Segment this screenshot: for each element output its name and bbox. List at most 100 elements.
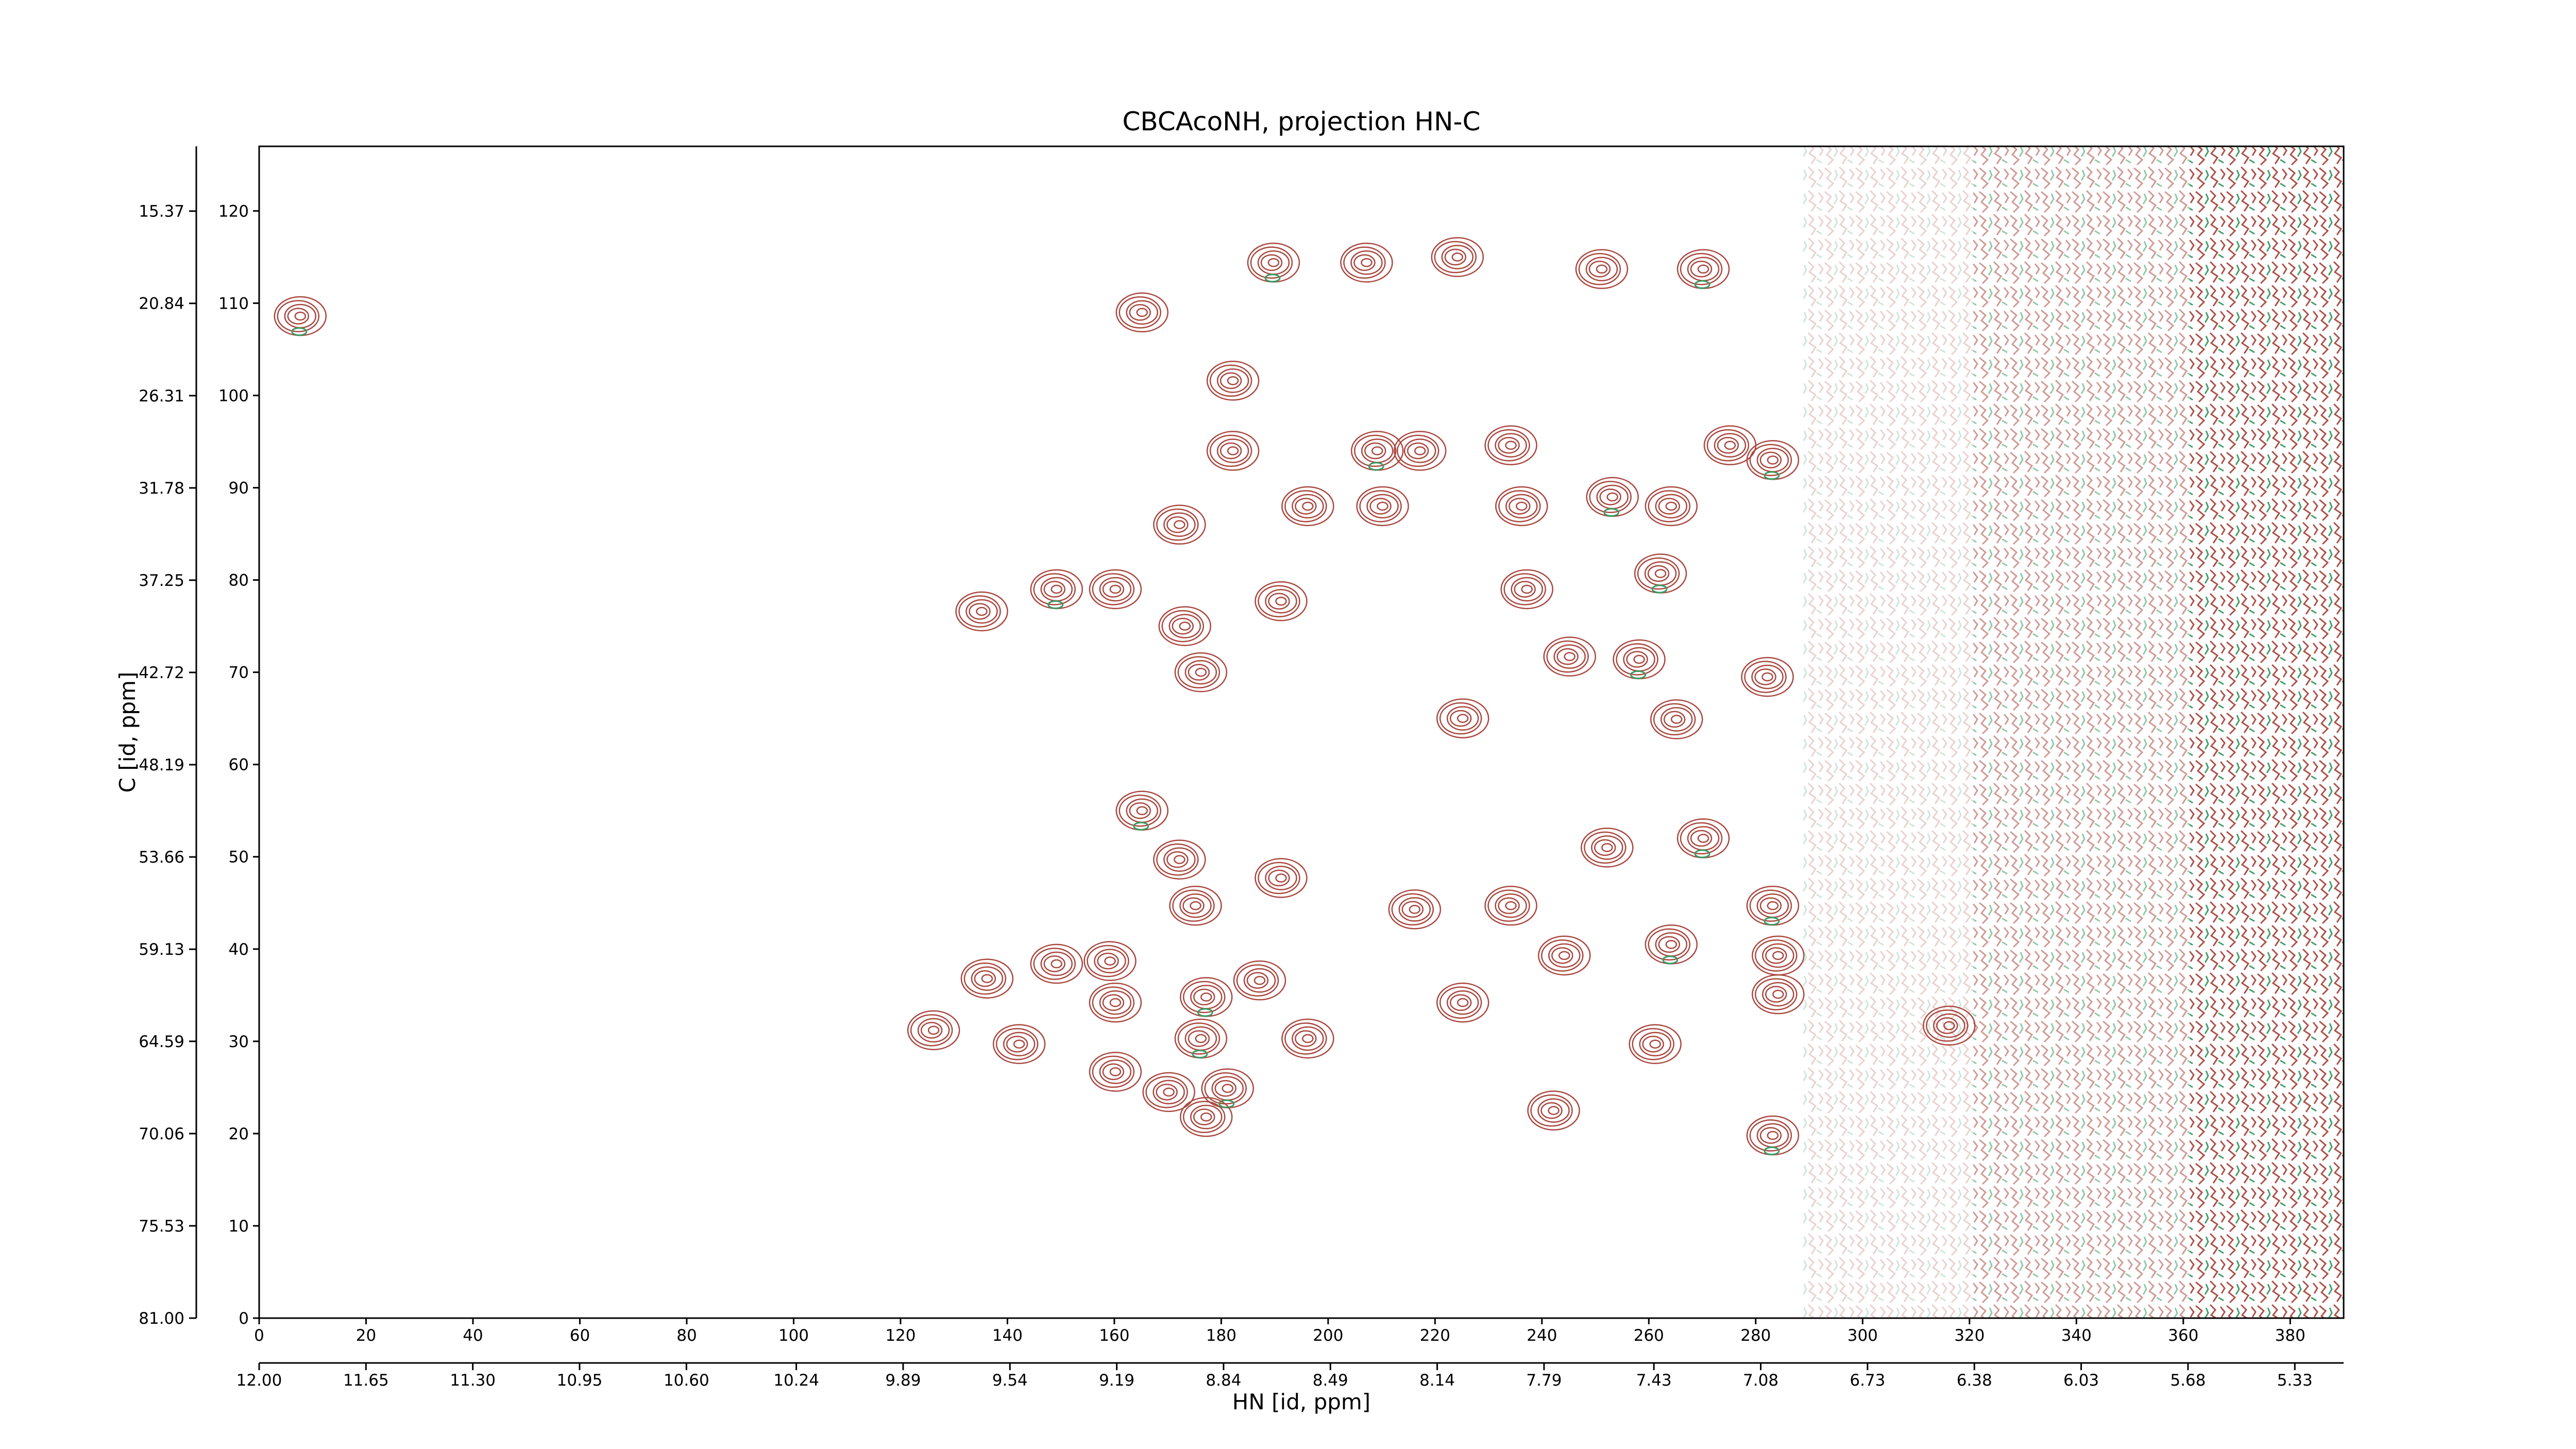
contour-level	[1665, 940, 1677, 949]
peak-contour	[1174, 1018, 1228, 1059]
contour-level	[1030, 943, 1083, 984]
x-tick-label: 140	[992, 1326, 1023, 1345]
x2-tick-label: 7.43	[1636, 1371, 1672, 1390]
contour-level	[1033, 948, 1076, 980]
peak-contour	[1431, 237, 1484, 277]
peak-contour	[955, 591, 1008, 632]
peak-contour	[907, 1010, 960, 1051]
contour-level	[1089, 1052, 1142, 1092]
contour-level	[1180, 1097, 1233, 1137]
contour-level	[1359, 490, 1402, 523]
y2-tick-label: 15.37	[139, 203, 184, 221]
contour-level	[1647, 565, 1670, 582]
contour-level	[1013, 1039, 1025, 1049]
peak-contour	[1650, 699, 1703, 739]
y2-tick-label: 59.13	[139, 940, 184, 959]
contour-level	[1439, 702, 1482, 735]
peak-contour	[1393, 431, 1447, 471]
contour-level	[1126, 300, 1159, 325]
x-tick-label: 100	[778, 1326, 809, 1345]
peak-contour	[1281, 486, 1334, 527]
peak-contour	[1645, 924, 1698, 965]
contour-level	[1255, 858, 1308, 898]
peak-contour	[1538, 935, 1591, 976]
contour-negative	[1133, 821, 1149, 831]
contour-level	[1268, 593, 1290, 610]
contour-level	[1219, 442, 1242, 460]
contour-level	[1109, 584, 1122, 594]
contour-level	[1295, 1030, 1317, 1047]
contour-level	[1182, 897, 1205, 914]
contour-level	[1156, 508, 1199, 541]
peak-contour	[1030, 569, 1083, 610]
contour-level	[1585, 257, 1618, 281]
contour-level	[1629, 1024, 1682, 1064]
contour-level	[1258, 862, 1300, 895]
contour-level	[1174, 855, 1185, 864]
contour-level	[1393, 431, 1447, 471]
contour-level	[1697, 834, 1709, 843]
contour-level	[1102, 581, 1125, 598]
peak-contour	[1350, 431, 1404, 471]
contour-level	[1751, 664, 1784, 689]
contour-level	[1227, 376, 1239, 385]
y2-tick-label: 75.53	[139, 1217, 184, 1236]
contour-level	[1538, 935, 1591, 976]
y2-tick-label: 70.06	[139, 1125, 184, 1143]
y2-tick-label: 26.31	[139, 387, 184, 406]
peak-contour	[1233, 960, 1286, 1001]
x2-tick-label: 10.95	[557, 1371, 603, 1390]
contour-level	[1284, 1022, 1327, 1055]
contour-level	[1050, 959, 1063, 969]
contour-level	[920, 1022, 943, 1039]
contour-level	[1645, 486, 1698, 527]
peak-contour	[1089, 1052, 1142, 1092]
x2-tick-label: 10.60	[664, 1371, 709, 1390]
contour-level	[1639, 1032, 1671, 1056]
peak-contour	[1153, 504, 1206, 545]
contour-level	[1209, 434, 1252, 467]
contour-level	[1169, 885, 1222, 926]
peak-contour	[1206, 361, 1260, 401]
y-tick-label: 100	[218, 386, 249, 405]
peak-contour	[1158, 606, 1212, 646]
contour-level	[1236, 964, 1279, 997]
contour-level	[1366, 494, 1399, 519]
contour-negative	[1694, 849, 1710, 858]
contour-level	[1658, 498, 1681, 515]
contour-level	[1414, 446, 1426, 456]
contour-level	[1436, 982, 1489, 1023]
contour-level	[1343, 246, 1386, 279]
contour-level	[1498, 436, 1520, 454]
contour-level	[995, 1027, 1039, 1060]
contour-level	[1233, 960, 1286, 1001]
y2-tick-label: 31.78	[139, 479, 184, 498]
contour-level	[1680, 252, 1723, 285]
contour-level	[1377, 501, 1388, 511]
x-tick-label: 280	[1740, 1326, 1771, 1345]
contour-level	[1537, 1098, 1570, 1123]
contour-level	[1765, 986, 1787, 1003]
x2-tick-label: 8.49	[1313, 1371, 1348, 1390]
contour-level	[1933, 1013, 1965, 1038]
chart-title: CBCAcoNH, projection HN-C	[1123, 107, 1481, 137]
contour-level	[1099, 1059, 1132, 1084]
contour-level	[1759, 897, 1782, 914]
peak-contour	[1174, 652, 1228, 693]
contour-level	[1665, 501, 1677, 511]
contour-level	[1222, 1084, 1234, 1093]
contour-level	[1361, 258, 1372, 267]
x2-tick-label: 6.38	[1957, 1371, 1992, 1390]
contour-level	[1444, 248, 1467, 266]
contour-level	[1003, 1032, 1036, 1056]
contour-level	[1206, 431, 1260, 471]
contour-level	[1153, 1080, 1185, 1105]
x-axis-label: HN [id, ppm]	[1232, 1389, 1370, 1414]
contour-level	[1505, 494, 1538, 519]
x-tick-label: 0	[254, 1326, 264, 1345]
contour-level	[1527, 1090, 1580, 1131]
contour-level	[1163, 1087, 1175, 1097]
peak-contour	[1089, 982, 1142, 1023]
contour-level	[1564, 652, 1575, 661]
